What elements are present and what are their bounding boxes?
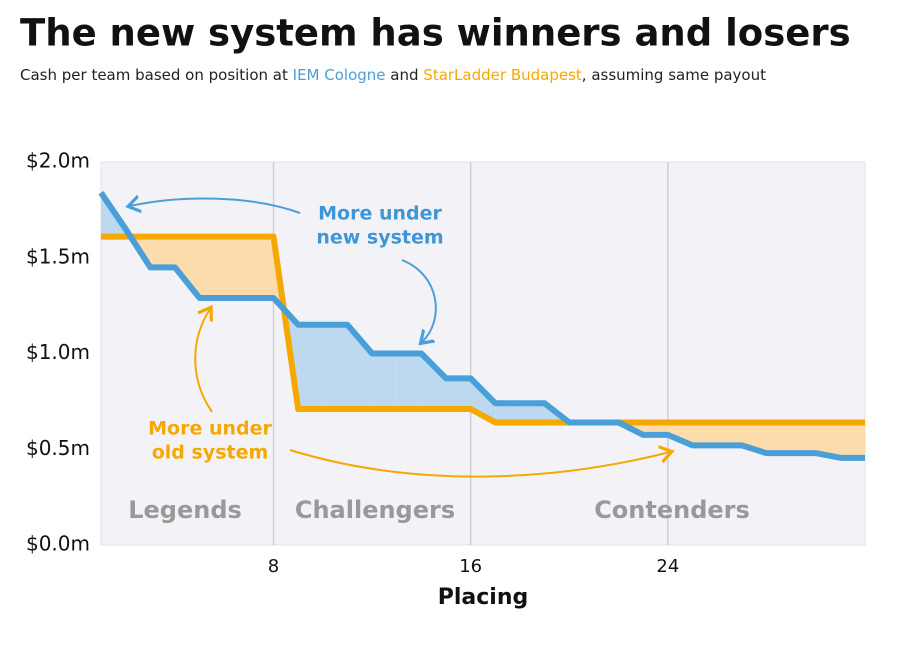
- subtitle-text: , assuming same payout: [582, 66, 766, 84]
- difference-area: [174, 236, 200, 298]
- arrow: [130, 198, 301, 214]
- difference-area: [199, 236, 225, 298]
- difference-area: [372, 353, 397, 410]
- chart-subtitle: Cash per team based on position at IEM C…: [20, 66, 766, 84]
- annotation: new system: [316, 227, 443, 249]
- difference-area: [840, 422, 865, 458]
- arrow: [401, 259, 437, 342]
- difference-area: [717, 422, 742, 446]
- difference-area: [791, 422, 816, 454]
- arrow: [194, 309, 212, 413]
- subtitle-text: Cash per team based on position at: [20, 66, 293, 84]
- difference-area: [692, 422, 718, 446]
- y-tick-label: $0.0m: [26, 532, 90, 556]
- difference-area: [347, 324, 373, 410]
- x-tick-label: 16: [459, 556, 482, 577]
- difference-area: [298, 324, 323, 410]
- y-tick-label: $1.0m: [26, 340, 90, 364]
- annotation: More under: [148, 418, 272, 440]
- annotation: old system: [152, 442, 269, 464]
- series-line: [101, 233, 865, 426]
- difference-area: [815, 422, 841, 458]
- difference-area: [446, 378, 471, 410]
- difference-area: [766, 422, 792, 454]
- chart-title: The new system has winners and losers: [20, 12, 851, 55]
- difference-area: [421, 353, 447, 410]
- annotation: More under: [318, 203, 442, 225]
- difference-area: [519, 403, 545, 423]
- difference-area: [150, 236, 175, 268]
- region-label: Challengers: [295, 496, 455, 524]
- x-tick-label: 8: [268, 556, 279, 577]
- plot-area: [100, 161, 866, 546]
- series-line: [98, 190, 865, 461]
- x-axis-label: Placing: [438, 585, 529, 610]
- difference-area: [396, 353, 422, 410]
- y-tick-label: $2.0m: [26, 149, 90, 173]
- region-label: Legends: [128, 496, 242, 524]
- plot-layer: [98, 162, 865, 545]
- arrow: [289, 450, 670, 478]
- x-tick-label: 24: [656, 556, 679, 577]
- legend-entry: StarLadder Budapest: [423, 66, 582, 84]
- difference-area: [643, 422, 668, 435]
- difference-area: [495, 403, 520, 423]
- difference-area: [322, 324, 348, 410]
- y-tick-label: $1.5m: [26, 244, 90, 268]
- region-label: Contenders: [594, 496, 750, 524]
- legend-entry: IEM Cologne: [293, 66, 386, 84]
- y-tick-label: $0.5m: [26, 436, 90, 460]
- subtitle-text: and: [386, 66, 424, 84]
- difference-area: [224, 236, 249, 298]
- difference-area: [248, 236, 274, 298]
